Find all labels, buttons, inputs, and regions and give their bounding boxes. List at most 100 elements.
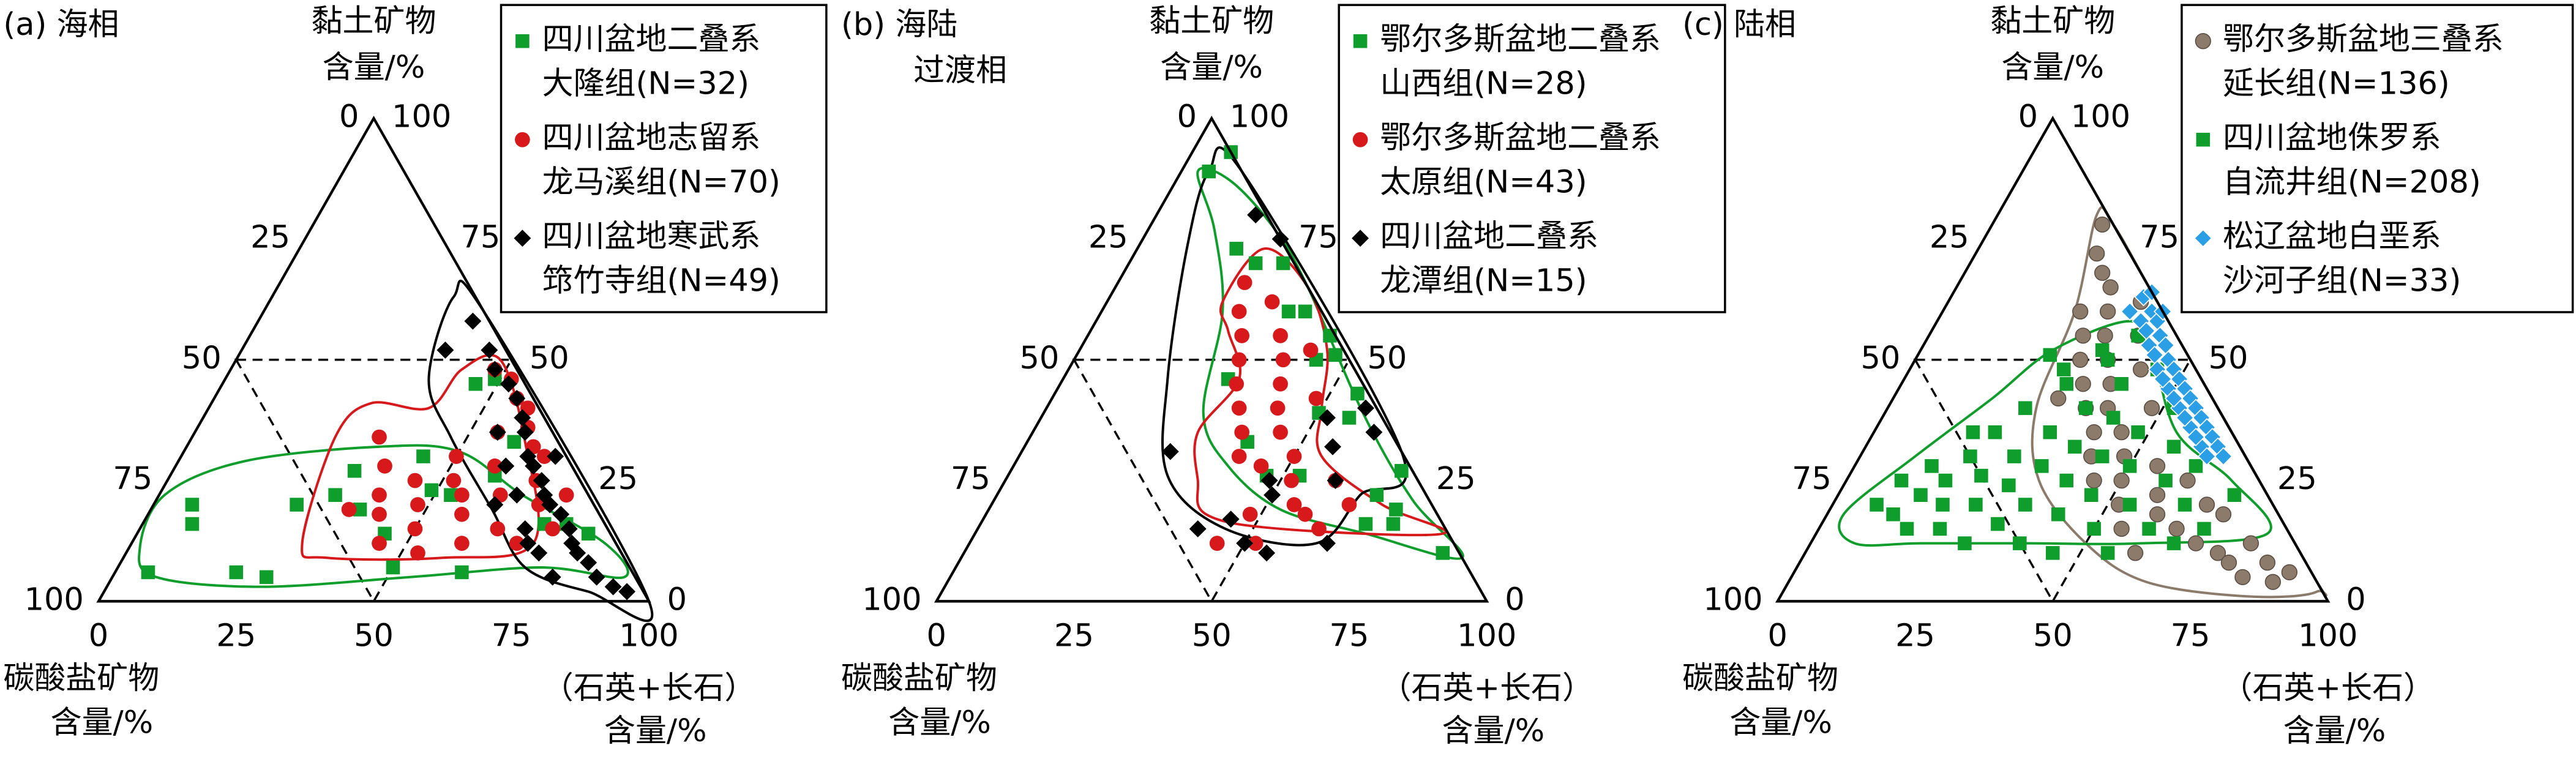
- point: [2106, 411, 2121, 425]
- point: [141, 565, 155, 580]
- point: [2215, 506, 2232, 523]
- point: [1231, 352, 1247, 368]
- point: [2149, 458, 2166, 474]
- panel-label: (b) 海陆: [841, 7, 957, 43]
- point: [2102, 279, 2119, 296]
- point: [2018, 401, 2032, 415]
- clay-axis-title: 含量/%: [2001, 50, 2104, 86]
- point: [2166, 439, 2181, 454]
- point: [2214, 447, 2233, 466]
- carbonate-axis-title: 碳酸盐矿物: [1682, 660, 1838, 697]
- point: [444, 488, 458, 502]
- point: [1357, 399, 1374, 417]
- point: [2197, 522, 2211, 536]
- point: [410, 497, 425, 512]
- point: [2136, 321, 2156, 340]
- point: [2113, 472, 2130, 489]
- point: [1202, 164, 1216, 179]
- point: [2072, 351, 2089, 368]
- point: [407, 473, 423, 488]
- point: [290, 498, 304, 512]
- point: [2067, 439, 2082, 454]
- point: [2013, 536, 2027, 550]
- point: [1161, 443, 1179, 460]
- guide-line: [1072, 359, 1351, 604]
- legend-label: 太原组(N=43): [1380, 165, 1587, 201]
- legend-marker: [2193, 229, 2212, 248]
- point: [2153, 370, 2173, 389]
- point: [1275, 352, 1291, 368]
- point: [1311, 521, 1327, 537]
- point: [2177, 498, 2192, 512]
- point: [185, 517, 200, 531]
- point: [2259, 555, 2276, 571]
- point: [2143, 400, 2160, 416]
- point: [490, 521, 506, 537]
- point: [1886, 507, 1900, 522]
- point: [2072, 303, 2089, 320]
- point: [1273, 376, 1288, 392]
- qf-tick-label: 0: [1768, 618, 1788, 654]
- point: [1341, 497, 1357, 512]
- point: [1358, 517, 1373, 531]
- legend-marker: [515, 34, 530, 48]
- point: [2100, 546, 2115, 560]
- qf-tick-label: 50: [354, 618, 394, 654]
- qf-tick-label: 0: [89, 618, 108, 654]
- point: [2056, 362, 2071, 376]
- point: [2095, 343, 2110, 357]
- point: [2209, 545, 2226, 561]
- point: [1189, 520, 1207, 537]
- legend-marker: [1352, 132, 1368, 148]
- point: [1229, 376, 1245, 392]
- clay-tick-label: 25: [1436, 461, 1476, 497]
- qf-tick-label: 25: [1054, 618, 1094, 654]
- point: [2149, 506, 2166, 523]
- carbonate-tick-label: 75: [113, 461, 152, 497]
- point: [2168, 520, 2185, 537]
- point: [2242, 535, 2260, 551]
- clay-tick-label: 75: [460, 220, 500, 256]
- point: [2159, 473, 2173, 488]
- point: [1963, 449, 1977, 463]
- point: [2227, 488, 2242, 502]
- point: [2197, 447, 2217, 466]
- point: [2034, 459, 2049, 473]
- point: [1231, 400, 1247, 416]
- point: [1234, 424, 1250, 440]
- point: [536, 449, 552, 464]
- point: [1247, 206, 1265, 224]
- envelope: [1161, 146, 1407, 547]
- point: [2198, 496, 2215, 513]
- legend-marker: [1353, 34, 1368, 48]
- point: [341, 502, 357, 517]
- ternary-frame: [1775, 115, 2331, 603]
- point: [1386, 517, 1401, 531]
- point: [1327, 472, 1344, 490]
- carbonate-axis-title: 含量/%: [888, 705, 991, 741]
- point: [2095, 449, 2110, 463]
- panel-label: (a) 海相: [3, 7, 119, 43]
- point: [2131, 425, 2145, 439]
- envelope: [427, 279, 654, 623]
- point: [1324, 438, 1341, 455]
- point: [2187, 535, 2204, 551]
- point: [1281, 304, 1296, 319]
- point: [464, 312, 482, 330]
- point: [487, 458, 503, 474]
- point: [2086, 424, 2102, 441]
- legend-label: 四川盆地二叠系: [1380, 219, 1598, 255]
- clay-tick-label: 100: [392, 99, 451, 135]
- carbonate-tick-label: 25: [1088, 220, 1128, 256]
- clay-axis-title: 含量/%: [323, 50, 425, 86]
- point: [2122, 459, 2137, 473]
- point: [1264, 294, 1280, 310]
- clay-tick-label: 50: [530, 340, 569, 376]
- carbonate-tick-label: 75: [951, 461, 990, 497]
- point: [2281, 564, 2297, 581]
- point: [1298, 304, 1312, 319]
- point: [2097, 327, 2113, 344]
